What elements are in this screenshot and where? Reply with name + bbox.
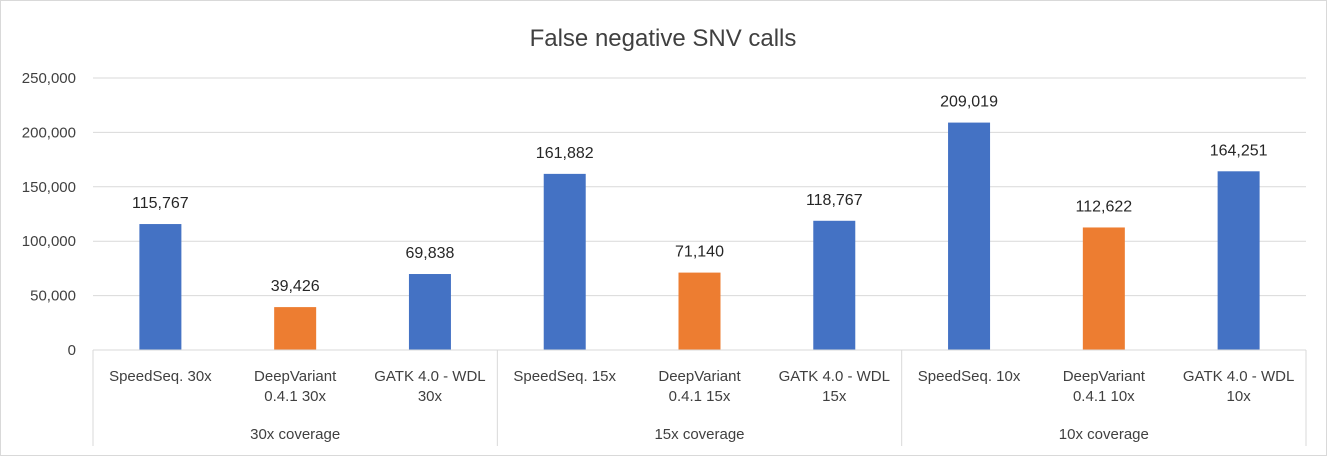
x-category-label: 0.4.1 30x: [264, 388, 326, 405]
x-category-label: 10x: [1227, 388, 1252, 405]
x-group-label: 30x coverage: [250, 426, 340, 443]
x-category-label: GATK 4.0 - WDL: [1183, 368, 1294, 385]
x-category-label: 30x: [418, 388, 443, 405]
data-label: 209,019: [940, 94, 998, 111]
x-category-label: 15x: [822, 388, 847, 405]
x-category-label: 0.4.1 15x: [669, 388, 731, 405]
x-category-label: GATK 4.0 - WDL: [779, 368, 890, 385]
y-tick-label: 0: [68, 342, 76, 359]
bar: [813, 220, 856, 350]
data-labels: 115,767 39,426 69,838 161,882 71,140 118,767 2…: [132, 94, 1268, 296]
x-axis: SpeedSeq. 30x DeepVariant 0.4.1 30x GATK 4.…: [92, 349, 1307, 446]
y-tick-label: 200,000: [22, 124, 76, 141]
y-tick-label: 150,000: [22, 179, 76, 196]
y-tick-label: 100,000: [22, 233, 76, 250]
data-label: 164,251: [1210, 142, 1268, 159]
data-label: 112,622: [1076, 198, 1133, 215]
x-category-label: 0.4.1 10x: [1073, 388, 1135, 405]
y-axis-ticks: 0 50,000 100,000 150,000 200,000 250,000: [22, 70, 76, 359]
bar: [1217, 171, 1260, 350]
bar: [948, 122, 991, 350]
data-label: 71,140: [675, 244, 724, 261]
x-category-label: DeepVariant: [658, 368, 741, 385]
bar: [274, 307, 317, 350]
bar: [678, 272, 721, 350]
x-category-label: SpeedSeq. 10x: [918, 368, 1021, 385]
x-group-label: 15x coverage: [654, 426, 744, 443]
data-label: 39,426: [271, 278, 320, 295]
data-label: 69,838: [405, 245, 454, 262]
x-group-label: 10x coverage: [1059, 426, 1149, 443]
bar: [543, 173, 586, 350]
data-label: 118,767: [806, 192, 863, 209]
chart-title: False negative SNV calls: [530, 25, 797, 52]
bar: [1082, 227, 1125, 350]
bars: [139, 122, 1260, 350]
x-category-label: SpeedSeq. 15x: [513, 368, 616, 385]
y-tick-label: 250,000: [22, 70, 76, 87]
data-label: 161,882: [536, 145, 594, 162]
y-tick-label: 50,000: [30, 288, 76, 305]
x-category-label: DeepVariant: [254, 368, 337, 385]
bar: [139, 224, 182, 350]
data-label: 115,767: [132, 195, 189, 212]
x-category-label: DeepVariant: [1063, 368, 1146, 385]
x-category-label: SpeedSeq. 30x: [109, 368, 212, 385]
x-category-label: GATK 4.0 - WDL: [374, 368, 485, 385]
bar: [408, 274, 451, 350]
